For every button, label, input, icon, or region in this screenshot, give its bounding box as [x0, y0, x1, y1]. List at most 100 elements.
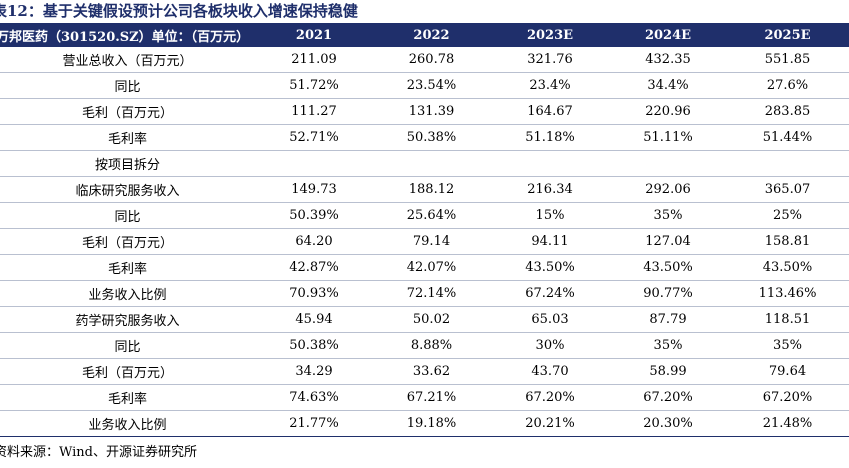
row-value: 50.39% [289, 208, 339, 223]
table-row: 毛利（百万元） 64.20 79.14 94.11 127.04 158.81 [0, 229, 849, 255]
row-value: 20.21% [525, 416, 575, 431]
row-value: 64.20 [295, 234, 333, 249]
row-label: 同比 [114, 340, 141, 355]
table-row: 毛利率 42.87% 42.07% 43.50% 43.50% 43.50% [0, 255, 849, 281]
row-value: 45.94 [295, 312, 333, 327]
table-row: 业务收入比例 70.93% 72.14% 67.24% 90.77% 113.46% [0, 281, 849, 307]
row-label: 同比 [114, 210, 141, 225]
row-value: 94.11 [531, 234, 569, 249]
row-label: 毛利率 [107, 392, 147, 407]
table-title: 表12：基于关键假设预计公司各板块收入增速保持稳健 [0, 2, 358, 20]
row-value: 35% [653, 338, 683, 353]
row-value: 67.21% [406, 390, 457, 405]
row-label: 按项目拆分 [94, 158, 160, 173]
row-value: 111.27 [291, 104, 337, 119]
row-value [373, 151, 490, 176]
table-header-row: 万邦医药（301520.SZ）单位：（百万元） 2021 2022 2023E … [0, 23, 849, 47]
table-row: 临床研究服务收入 149.73 188.12 216.34 292.06 365.07 [0, 177, 849, 203]
table-row: 毛利（百万元） 34.29 33.62 43.70 58.99 79.64 [0, 359, 849, 385]
table-row: 业务收入比例 21.77% 19.18% 20.21% 20.30% 21.48% [0, 411, 849, 437]
row-value: 51.11% [643, 130, 693, 145]
table-row: 同比 50.39% 25.64% 15% 35% 25% [0, 203, 849, 229]
row-value: 30% [535, 338, 565, 353]
header-year-2021: 2021 [295, 27, 333, 43]
row-value: 432.35 [645, 52, 691, 67]
row-label: 同比 [114, 80, 141, 95]
row-label: 毛利（百万元） [81, 106, 173, 121]
row-value: 260.78 [408, 52, 455, 67]
row-value: 158.81 [764, 234, 811, 249]
row-value: 74.63% [289, 390, 339, 405]
row-value [490, 151, 610, 176]
row-value: 65.03 [531, 312, 569, 327]
row-value: 79.14 [412, 234, 451, 249]
header-label: 万邦医药（301520.SZ）单位：（百万元） [0, 29, 250, 45]
row-value: 43.70 [531, 364, 569, 379]
row-value: 51.44% [762, 130, 813, 145]
row-label: 毛利率 [107, 132, 147, 147]
row-value: 283.85 [764, 104, 811, 119]
table-row: 毛利率 74.63% 67.21% 67.20% 67.20% 67.20% [0, 385, 849, 411]
row-value: 188.12 [408, 182, 455, 197]
row-value: 79.64 [768, 364, 807, 379]
row-value: 43.50% [762, 260, 813, 275]
row-value: 70.93% [289, 286, 339, 301]
row-value: 52.71% [289, 130, 339, 145]
table-row: 按项目拆分 [0, 151, 849, 177]
row-value: 43.50% [525, 260, 575, 275]
row-value: 72.14% [406, 286, 457, 301]
row-value [610, 151, 726, 176]
row-value [255, 151, 373, 176]
table-row: 毛利（百万元） 111.27 131.39 164.67 220.96 283.85 [0, 99, 849, 125]
row-value: 25% [773, 208, 802, 223]
table-row: 营业总收入（百万元） 211.09 260.78 321.76 432.35 551.85 [0, 47, 849, 73]
row-value: 220.96 [645, 104, 691, 119]
header-year-2025e: 2025E [764, 27, 811, 43]
row-value: 23.4% [529, 78, 571, 93]
row-value: 365.07 [764, 182, 811, 197]
row-value: 90.77% [643, 286, 693, 301]
row-value: 51.72% [289, 78, 339, 93]
row-label: 业务收入比例 [88, 288, 167, 303]
row-label: 营业总收入（百万元） [62, 54, 193, 69]
row-value: 19.18% [406, 416, 457, 431]
row-value: 33.62 [412, 364, 451, 379]
row-value: 50.02 [412, 312, 451, 327]
row-value: 67.20% [643, 390, 693, 405]
row-value: 42.87% [289, 260, 339, 275]
header-year-2022: 2022 [413, 27, 450, 43]
row-value: 15% [535, 208, 565, 223]
table-row: 毛利率 52.71% 50.38% 51.18% 51.11% 51.44% [0, 125, 849, 151]
row-value: 321.76 [527, 52, 573, 67]
row-value: 34.29 [295, 364, 333, 379]
row-label: 业务收入比例 [88, 418, 167, 433]
row-value: 551.85 [764, 52, 811, 67]
row-value: 25.64% [406, 208, 457, 223]
row-value: 67.20% [762, 390, 813, 405]
row-label: 药学研究服务收入 [75, 314, 180, 329]
forecast-table: 万邦医药（301520.SZ）单位：（百万元） 2021 2022 2023E … [0, 23, 849, 437]
row-value: 127.04 [645, 234, 691, 249]
row-value: 118.51 [764, 312, 811, 327]
table-body: 营业总收入（百万元） 211.09 260.78 321.76 432.35 551.85… [0, 47, 849, 437]
row-value: 50.38% [289, 338, 339, 353]
row-value: 87.79 [649, 312, 687, 327]
row-value: 34.4% [647, 78, 689, 93]
row-value: 164.67 [527, 104, 573, 119]
row-value: 43.50% [643, 260, 693, 275]
row-value: 113.46% [758, 286, 817, 301]
row-label: 毛利（百万元） [81, 366, 173, 381]
table-row: 药学研究服务收入 45.94 50.02 65.03 87.79 118.51 [0, 307, 849, 333]
row-value: 35% [773, 338, 802, 353]
source-note: 资料来源：Wind、开源证券研究所 [0, 445, 197, 460]
row-value: 211.09 [291, 52, 337, 67]
row-label: 毛利率 [107, 262, 147, 277]
row-value: 67.24% [525, 286, 575, 301]
header-year-2023e: 2023E [526, 27, 574, 43]
row-value: 51.18% [525, 130, 575, 145]
row-value: 50.38% [406, 130, 457, 145]
row-value: 8.88% [410, 338, 453, 353]
row-value: 21.77% [289, 416, 339, 431]
header-year-2024e: 2024E [644, 27, 692, 43]
row-value: 58.99 [649, 364, 687, 379]
